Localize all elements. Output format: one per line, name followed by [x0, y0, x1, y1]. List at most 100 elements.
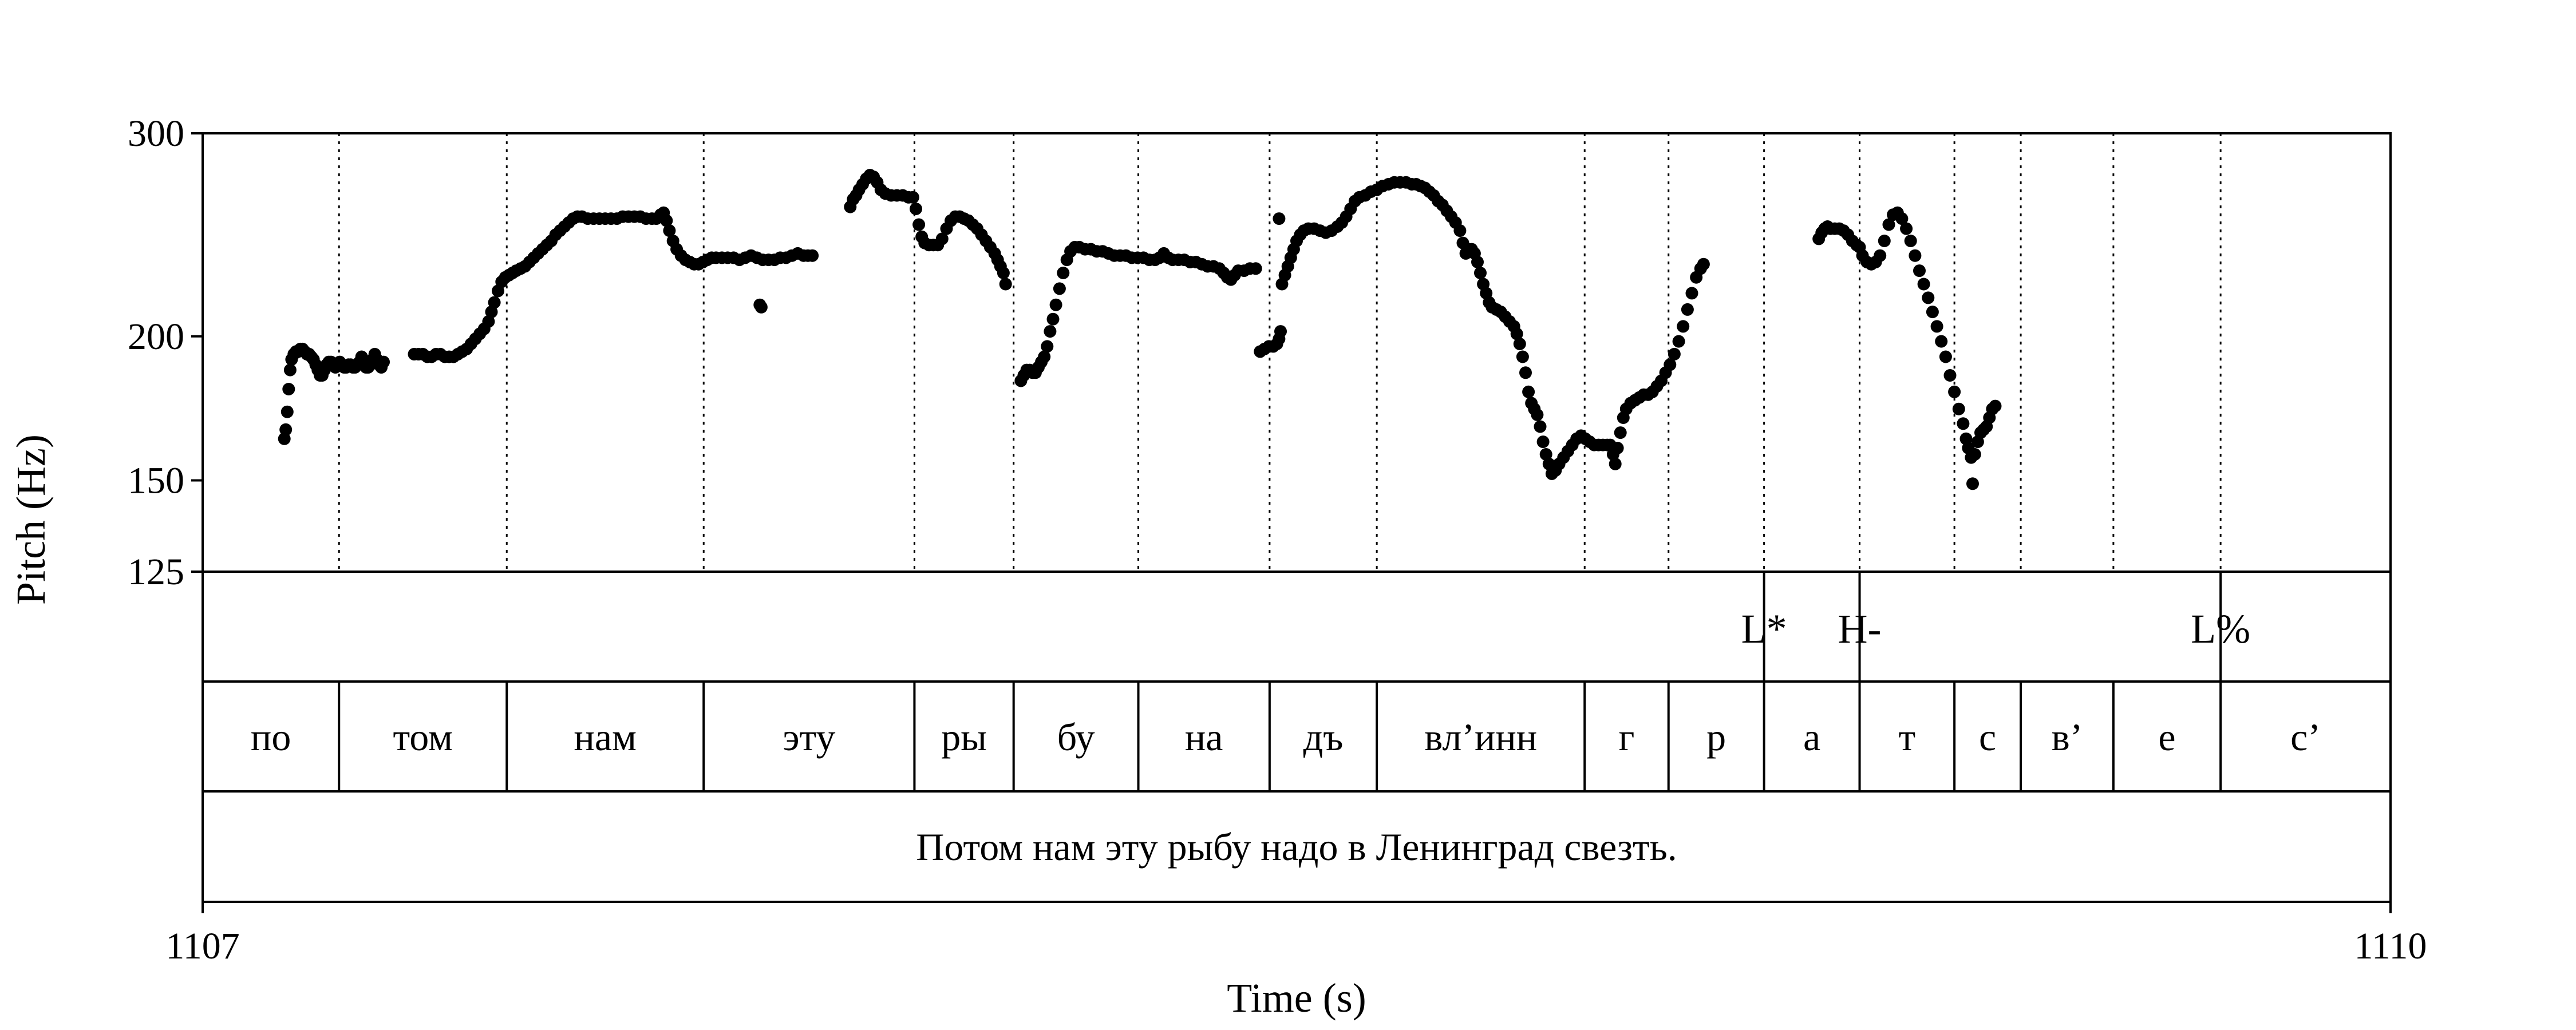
pitch-panel	[202, 132, 2392, 573]
pitch-point	[377, 355, 390, 369]
tone-tier-frame	[202, 571, 2392, 683]
pitch-point	[1053, 282, 1066, 295]
pitch-point	[1611, 442, 1624, 454]
pitch-point	[1513, 338, 1526, 350]
y-axis-ticks: 125 150 200 300	[128, 113, 203, 593]
pitch-panel-frame	[202, 132, 2392, 573]
pitch-point	[1474, 267, 1487, 279]
pitch-point	[663, 224, 676, 237]
pitch-point	[282, 383, 295, 395]
segment-label: в’	[2052, 715, 2083, 759]
pitch-point	[1668, 347, 1681, 360]
segment-label: дъ	[1303, 715, 1344, 759]
segment-label: нам	[574, 715, 637, 759]
pitch-point	[1913, 264, 1926, 278]
pitch-point	[1681, 303, 1694, 316]
pitch-point	[1685, 287, 1698, 300]
sentence-tier-frame	[202, 790, 2392, 903]
pitch-point	[1672, 335, 1685, 348]
pitch-points	[278, 169, 2002, 490]
pitch-point	[1516, 350, 1529, 363]
pitch-point	[1989, 399, 2002, 413]
pitch-point	[910, 203, 922, 215]
pitch-point	[935, 232, 949, 245]
pitch-point	[1273, 212, 1286, 225]
pitch-point	[1904, 235, 1917, 247]
pitch-point	[1882, 218, 1895, 231]
pitch-point	[482, 315, 495, 328]
pitch-point	[1909, 249, 1922, 262]
segment-label: ры	[941, 715, 987, 759]
pitch-point	[1957, 417, 1970, 430]
pitch-point	[1044, 325, 1057, 338]
y-axis-tick-label: 300	[128, 113, 184, 154]
pitch-point	[1614, 426, 1627, 439]
segment-tier: по том нам эту ры бу на дъ вл’инн г р а т с в’ е с’	[202, 680, 2392, 793]
pitch-point	[1935, 335, 1948, 348]
pitch-point	[1697, 258, 1710, 271]
segment-label: с’	[2290, 715, 2321, 759]
pitch-point	[1519, 366, 1532, 379]
y-axis-tick-label: 200	[128, 316, 184, 358]
x-axis-tick-label-end: 1110	[2354, 925, 2427, 967]
x-axis-title: Time (s)	[1227, 975, 1366, 1021]
y-axis-tick-label: 125	[128, 551, 184, 593]
segment-label: эту	[783, 715, 835, 759]
tone-label: H-	[1838, 606, 1882, 652]
pitch-point	[754, 300, 768, 314]
boundary-lines	[338, 133, 2222, 572]
sentence-label: Потом нам эту рыбу надо в Ленинград свез…	[916, 825, 1677, 869]
segment-labels: по том нам эту ры бу на дъ вл’инн г р а т с в’ е с’	[251, 682, 2321, 791]
pitch-point	[485, 306, 498, 319]
x-axis: 1107 1110 Time (s)	[165, 902, 2427, 1021]
pitch-point	[1926, 306, 1939, 319]
pitch-point	[1966, 477, 1979, 490]
segment-label: р	[1706, 715, 1726, 759]
pitch-point	[1922, 291, 1935, 304]
pitch-point	[283, 363, 297, 377]
y-axis-tick-label: 150	[128, 459, 184, 501]
segment-label: том	[393, 715, 453, 759]
segment-label: вл’инн	[1424, 715, 1537, 759]
pitch-point	[279, 423, 293, 436]
pitch-point	[997, 267, 1010, 279]
tone-label: L%	[2191, 606, 2250, 652]
pitch-point	[1510, 327, 1523, 340]
pitch-point	[1874, 249, 1887, 262]
segment-label: на	[1185, 715, 1223, 759]
pitch-point	[1536, 435, 1550, 449]
pitch-point	[1677, 320, 1690, 333]
pitch-point	[1531, 408, 1544, 421]
sentence-tier: Потом нам эту рыбу надо в Ленинград свез…	[202, 790, 2392, 903]
y-axis: 125 150 200 300 Pitch (Hz)	[8, 113, 203, 605]
pitch-point	[1471, 255, 1484, 268]
pitch-point	[1057, 267, 1070, 279]
segment-label: е	[2158, 715, 2175, 759]
pitch-point	[906, 191, 919, 204]
tone-tier: L* H- L%	[202, 571, 2392, 683]
segment-label: по	[251, 715, 291, 759]
pitch-point	[1939, 350, 1952, 363]
pitch-point	[1038, 350, 1051, 363]
pitch-point	[280, 405, 294, 418]
pitch-point	[1895, 212, 1909, 225]
pitch-point	[1943, 369, 1957, 382]
tone-label: L*	[1741, 606, 1787, 652]
pitch-point	[912, 218, 926, 231]
pitch-point	[1968, 448, 1981, 461]
pitch-point	[1539, 448, 1552, 461]
segment-label: т	[1898, 715, 1915, 759]
pitch-point	[1952, 402, 1965, 415]
pitch-point	[1249, 262, 1262, 275]
pitch-point	[1041, 340, 1054, 353]
tone-labels: L* H- L%	[1741, 572, 2250, 682]
pitch-point	[1522, 385, 1535, 398]
segment-label: бу	[1057, 715, 1095, 759]
pitch-point	[1609, 457, 1622, 470]
pitch-point	[1453, 224, 1467, 237]
pitch-point	[1900, 222, 1913, 235]
x-axis-tick-label-start: 1107	[165, 925, 240, 967]
pitch-point	[660, 214, 673, 227]
y-axis-title: Pitch (Hz)	[8, 434, 54, 605]
